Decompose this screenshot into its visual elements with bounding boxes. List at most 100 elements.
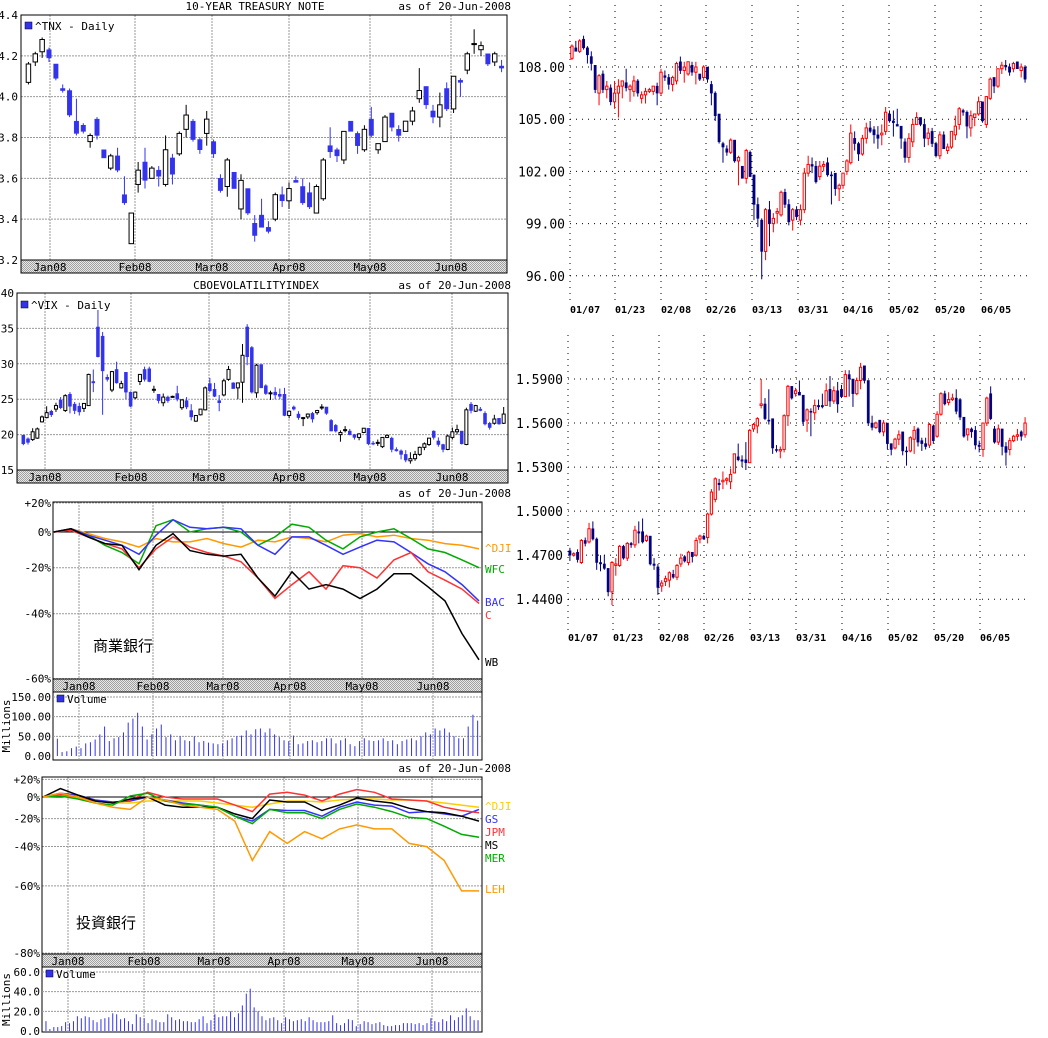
candle-up <box>385 434 390 438</box>
candle-down <box>930 131 934 144</box>
candle-down <box>826 162 829 176</box>
candle-down <box>334 425 338 432</box>
y-tick-label: 1.5000 <box>516 505 563 520</box>
candle-up <box>939 393 943 415</box>
volume-legend: Volume <box>56 968 96 981</box>
y-tick-label: 3.8 <box>0 132 18 145</box>
candle-up <box>647 89 652 92</box>
candle-down <box>497 418 501 425</box>
candle-up <box>63 395 68 412</box>
x-tick-label: Apr08 <box>273 680 306 693</box>
candle-down <box>231 171 237 189</box>
candle-down <box>958 399 962 418</box>
volume-tick-label: 0.0 <box>20 1025 40 1038</box>
candle-up <box>694 539 698 556</box>
y-tick-label: 25 <box>1 393 14 406</box>
y-tick-label: 1.5600 <box>516 417 563 432</box>
candle-down <box>836 390 840 405</box>
candle-up <box>897 434 901 440</box>
candle-up <box>759 403 763 406</box>
candle-up <box>832 390 836 402</box>
candle-up <box>375 441 380 444</box>
y-tick-label: -20% <box>25 562 52 575</box>
candle-down <box>760 219 764 252</box>
volume-legend-swatch <box>56 694 65 703</box>
candle-up <box>107 155 114 169</box>
candle-up <box>957 108 961 125</box>
candle-up <box>985 397 989 424</box>
candle-up <box>694 66 698 73</box>
candle-down <box>768 209 771 224</box>
candle-down <box>300 186 306 204</box>
candle-down <box>622 546 625 559</box>
eurusd-chart: 1.5900 1.5600 1.5300 1.5000 1.4700 1.4400 01/0… <box>516 335 1027 644</box>
candle-down <box>863 365 866 381</box>
candle-down <box>656 566 660 588</box>
candle-up <box>313 186 320 214</box>
x-tick-label: 03/13 <box>750 633 780 644</box>
volume-tick-label: 20.0 <box>14 1005 41 1018</box>
candle-up <box>824 390 828 406</box>
candle-up <box>357 433 362 438</box>
y-tick-label: 3.2 <box>0 254 18 267</box>
candle-down <box>663 75 667 78</box>
candle-down <box>698 73 702 80</box>
candle-up <box>935 413 939 437</box>
candle-up <box>701 66 706 78</box>
candle-down <box>124 372 128 393</box>
candle-up <box>119 383 124 389</box>
candle-down <box>94 118 100 136</box>
candle-up <box>1015 434 1020 437</box>
y-tick-label: 35 <box>1 322 14 335</box>
x-tick-label: 05/20 <box>934 633 964 644</box>
candle-up <box>786 385 790 417</box>
x-tick-label: Apr08 <box>267 955 300 968</box>
candle-down <box>690 65 694 73</box>
candle-down <box>683 556 687 562</box>
candle-up <box>617 545 622 566</box>
candle-down <box>169 157 175 175</box>
series-line-c <box>53 529 480 604</box>
candle-down <box>740 165 744 179</box>
candle-down <box>801 394 805 422</box>
candle-up <box>679 557 683 565</box>
candle-up <box>751 424 756 430</box>
candle-up <box>880 132 884 136</box>
series-label: GS <box>485 813 498 826</box>
candle-down <box>993 428 996 443</box>
candle-down <box>250 347 254 393</box>
candle-up <box>945 146 950 152</box>
series-line-mer <box>42 792 480 839</box>
y-tick-label: +20% <box>25 497 52 510</box>
candle-up <box>736 156 741 162</box>
candle-down <box>334 149 340 157</box>
y-tick-label: 15 <box>1 464 14 477</box>
series-label: LEH <box>485 883 505 896</box>
candle-up <box>315 410 320 414</box>
candle-up <box>953 125 958 136</box>
candle-up <box>996 428 1000 443</box>
chart-annotation: 投資銀行 <box>76 914 136 932</box>
x-tick-label: 02/26 <box>704 633 734 644</box>
as-of-date: as of 20-Jun-2008 <box>398 762 511 775</box>
candle-up <box>135 169 141 185</box>
candle-up <box>422 443 427 448</box>
series-line-wb <box>53 528 480 661</box>
candle-up <box>44 412 49 419</box>
y-tick-label: 1.5900 <box>516 373 563 388</box>
candle-up <box>628 85 632 91</box>
candle-up <box>938 134 942 157</box>
candle-up <box>686 551 691 563</box>
candle-up <box>464 53 471 71</box>
y-tick-label: 3.4 <box>0 213 18 226</box>
candle-down <box>602 563 606 569</box>
candle-down <box>279 194 285 202</box>
candle-down <box>767 419 771 422</box>
candle-down <box>977 444 981 447</box>
candle-up <box>976 101 981 115</box>
candle-up <box>670 76 675 85</box>
y-tick-label: 4.4 <box>0 9 18 22</box>
volume-plot <box>52 691 483 761</box>
candle-down <box>211 141 217 155</box>
candle-up <box>682 66 686 71</box>
